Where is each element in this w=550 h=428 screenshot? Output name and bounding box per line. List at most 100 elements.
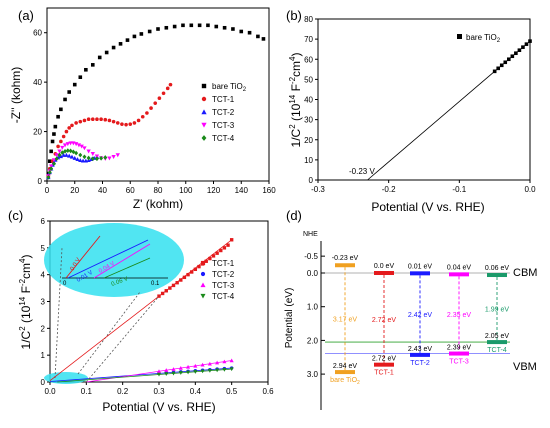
panel-b-point-0-0 — [492, 69, 497, 74]
panel-c-point-3-3 — [178, 371, 183, 375]
panel-a-legend-marker-4 — [201, 135, 207, 141]
panel-a-point-0-7 — [59, 107, 63, 112]
panel-d-ytick-label-4: 3.0 — [307, 370, 319, 379]
panel-a-point-3-4 — [54, 153, 59, 158]
panel-b-xtick-label-1: -0.2 — [382, 185, 396, 194]
panel-c-xtick-label-3: 0.3 — [153, 387, 165, 396]
panel-a-point-0-3 — [50, 139, 55, 144]
panel-b-ytick-label-1: 10 — [304, 156, 313, 165]
panel-a-legend-label-0: bare TiO2 — [212, 82, 247, 93]
panel-c-point-0-7 — [182, 275, 187, 280]
panel-c-point-2-0 — [156, 369, 162, 373]
panel-a-legend-marker-1 — [201, 96, 207, 102]
panel-a-point-1-27 — [145, 111, 149, 115]
panel-d-category-label-1: TCT-1 — [374, 370, 394, 377]
panel-a-point-2-10 — [67, 153, 72, 158]
panel-b-xtick-label-0: -0.3 — [311, 185, 325, 194]
panel-c-inset-red-line — [65, 235, 101, 279]
panel-a-point-1-25 — [136, 118, 141, 123]
panel-a-point-1-7 — [64, 129, 69, 134]
panel-c-ytick-label-0: 0 — [41, 378, 46, 387]
panel-d-ytick-label-2: 1.0 — [307, 303, 319, 312]
panel-a-point-0-31 — [231, 27, 235, 31]
panel-c-point-3-0 — [156, 372, 162, 377]
panel-a-point-1-31 — [161, 91, 166, 96]
panel-a-point-1-23 — [128, 122, 133, 126]
panel-a-point-4-6 — [60, 150, 65, 155]
panel-a-point-0-6 — [56, 114, 60, 119]
panel-c-point-0-18 — [222, 246, 227, 250]
panel-d-vbm-bar-1 — [374, 362, 394, 367]
panel-a-point-1-11 — [78, 119, 83, 124]
panel-c-point-3-1 — [164, 372, 169, 376]
panel-b-point-0-9 — [524, 42, 529, 46]
panel-a-ytick-label-0: 0 — [38, 177, 43, 186]
panel-c-point-0-14 — [208, 256, 212, 261]
panel-b-point-0-10 — [528, 39, 532, 43]
panel-a-point-1-16 — [99, 117, 103, 122]
panel-b-legend-text: bare TiO2 — [466, 33, 501, 44]
panel-a-legend: bare TiO2 TCT-1 TCT-2 TCT-3 TCT-4 — [201, 82, 247, 143]
panel-d-vbm-label: VBM — [513, 361, 537, 373]
panel-a-point-1-33 — [168, 82, 173, 87]
panel-a-xtick-label-5: 100 — [179, 186, 193, 195]
panel-b-marks — [367, 39, 532, 181]
panel-d-ytick-label-1: 0.0 — [307, 269, 319, 278]
panel-a-point-0-27 — [197, 23, 202, 28]
panel-a-ytick-label-2: 40 — [33, 78, 42, 87]
panel-a-point-2-15 — [80, 158, 86, 163]
panel-d-vbm-value-0: 2.94 eV — [333, 363, 357, 370]
panel-c-inset-magenta-line — [93, 243, 151, 279]
panel-c-point-0-4 — [171, 283, 176, 288]
panel-c-label: (c) — [8, 208, 23, 223]
panel-b-ytick-label-2: 20 — [304, 136, 313, 145]
panel-a-ytick-label-3: 60 — [33, 29, 42, 38]
panel-b-annotation: -0.23 V — [349, 167, 375, 176]
panel-a-point-3-21 — [111, 154, 116, 159]
panel-c-legend-label-1: TCT-2 — [212, 270, 235, 279]
panel-a-point-1-22 — [124, 122, 128, 127]
panel-c-point-3-10 — [229, 367, 234, 372]
panel-c-ytick-label-5: 5 — [41, 244, 46, 253]
panel-a-point-4-11 — [74, 150, 79, 156]
panel-c-ytick-label-6: 6 — [41, 217, 46, 226]
panel-d-bands: -0.23 eV 2.94 eV 3.17 eV bare TiO2 0.0 eV 2.7… — [330, 255, 509, 386]
panel-a-point-2-8 — [61, 152, 66, 157]
panel-c-point-3-8 — [215, 368, 220, 373]
panel-d-category-label-2: TCT-2 — [410, 360, 430, 367]
panel-d: (d) NHE -0.5 0.0 1.0 2.0 3.0 -0.23 eV 2.94 eV… — [284, 208, 537, 410]
panel-d-ylabel: Potential (eV) — [284, 288, 295, 349]
panel-d-category-subscript: 2 — [357, 380, 360, 386]
panel-c-point-2-7 — [207, 361, 212, 366]
panel-c-point-2-4 — [186, 364, 191, 369]
panel-b-ytick-label-3: 30 — [304, 116, 313, 125]
panel-a-point-1-19 — [111, 119, 116, 124]
panel-a-legend-label-1: TCT-1 — [212, 95, 235, 104]
panel-b-ytick-label-0: 0 — [309, 176, 314, 185]
panel-b-ytick-label-5: 50 — [304, 75, 313, 84]
panel-c-zoom-line-1 — [54, 247, 63, 379]
panel-a-point-1-32 — [165, 86, 170, 91]
panel-b-xlabel: Potential (V vs. RHE) — [371, 200, 484, 214]
panel-a-point-0-19 — [132, 34, 137, 39]
panel-a-point-2-13 — [75, 157, 80, 162]
panel-c-point-2-8 — [215, 360, 220, 365]
panel-d-gap-value-3: 2.35 eV — [447, 312, 471, 319]
panel-a-point-2-14 — [78, 158, 83, 163]
panel-a-point-0-20 — [139, 32, 144, 36]
panel-a-point-0-25 — [181, 23, 185, 28]
panel-a-xtick-label-4: 80 — [154, 186, 163, 195]
panel-a-point-1-18 — [107, 118, 112, 123]
panel-c-legend-marker-0 — [200, 260, 206, 266]
panel-c-point-0-11 — [197, 264, 201, 269]
panel-a-point-0-14 — [97, 55, 102, 60]
panel-a-ylabel: -Z'' (kohm) — [9, 67, 23, 124]
panel-c-ytick-label-1: 1 — [41, 351, 46, 360]
panel-a-point-3-11 — [73, 142, 79, 147]
panel-c-point-0-13 — [204, 259, 208, 263]
panel-b-ticks: -0.3 -0.2 -0.1 0.0 0 10 20 30 40 50 60 70 80 — [304, 15, 536, 194]
panel-c-point-0-0 — [157, 294, 161, 298]
panel-a-point-4-0 — [46, 174, 51, 180]
panel-a-point-4-8 — [65, 148, 70, 153]
